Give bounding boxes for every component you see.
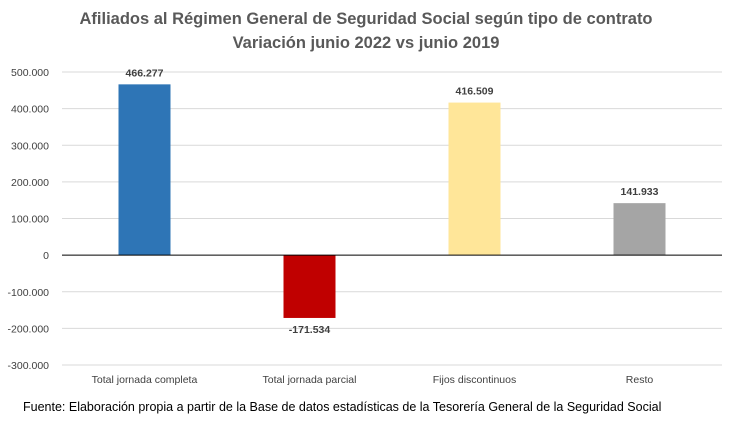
y-tick-label: 300.000 — [11, 140, 49, 152]
y-tick-label: -100.000 — [8, 287, 50, 299]
chart-title: Afiliados al Régimen General de Segurida… — [79, 10, 653, 28]
data-label: -171.534 — [289, 324, 331, 336]
y-tick-label: 500.000 — [11, 67, 49, 79]
y-tick-label: 200.000 — [11, 177, 49, 189]
y-tick-label: -200.000 — [8, 323, 50, 335]
data-label: 141.933 — [621, 186, 659, 198]
data-label: 466.277 — [126, 67, 164, 79]
y-tick-label: -300.000 — [8, 360, 50, 372]
bar — [283, 255, 336, 318]
bar — [448, 102, 501, 256]
y-tick-label: 100.000 — [11, 214, 49, 226]
y-tick-label: 400.000 — [11, 104, 49, 116]
bar — [118, 84, 171, 256]
x-category-label: Resto — [626, 374, 654, 386]
x-category-label: Total jornada parcial — [263, 374, 357, 386]
data-label: 416.509 — [456, 86, 494, 98]
chart-subtitle: Variación junio 2022 vs junio 2019 — [232, 34, 500, 52]
x-category-label: Fijos discontinuos — [433, 374, 516, 386]
y-tick-label: 0 — [43, 250, 49, 262]
source-note: Fuente: Elaboración propia a partir de l… — [23, 400, 662, 414]
bar — [613, 203, 666, 256]
x-category-label: Total jornada completa — [92, 374, 198, 386]
